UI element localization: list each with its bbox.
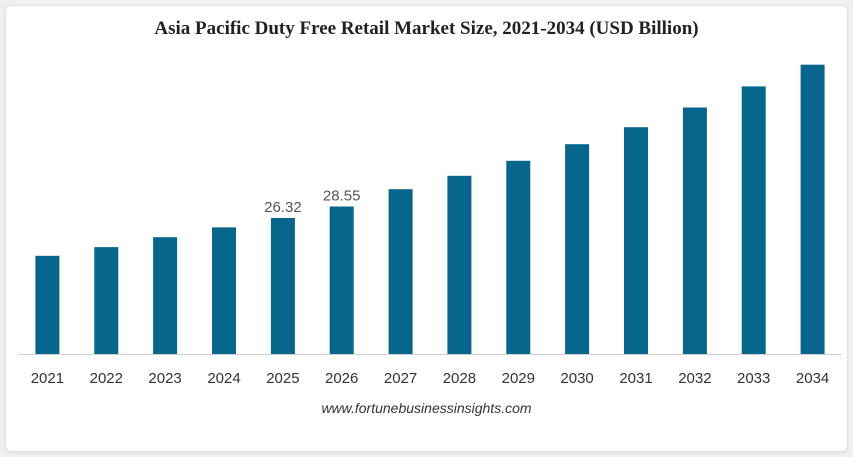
bar-2028 xyxy=(447,175,472,355)
x-tick-2029: 2029 xyxy=(502,370,535,387)
x-tick-2021: 2021 xyxy=(31,370,64,387)
bar-2031 xyxy=(624,127,648,354)
data-labels: 26.32 28.55 xyxy=(264,188,360,217)
bar-2022 xyxy=(94,247,119,355)
x-tick-2030: 2030 xyxy=(560,370,593,387)
bar-2021 xyxy=(35,255,60,354)
bar-2027 xyxy=(388,189,413,354)
data-label-2025: 26.32 xyxy=(264,199,302,216)
x-tick-labels: 2021 2022 2023 2024 2025 2026 2027 2028 2029 2030… xyxy=(31,370,830,387)
chart-card xyxy=(5,5,848,452)
source-credit: www.fortunebusinessinsights.com xyxy=(321,400,532,416)
x-tick-2033: 2033 xyxy=(737,370,770,387)
x-tick-2028: 2028 xyxy=(443,370,476,387)
bars-group xyxy=(35,64,825,355)
x-tick-2034: 2034 xyxy=(796,370,829,387)
bar-2024 xyxy=(212,227,236,354)
x-tick-2024: 2024 xyxy=(207,370,240,387)
bar-2023 xyxy=(153,237,178,354)
bar-2029 xyxy=(506,160,531,354)
chart-title: Asia Pacific Duty Free Retail Market Siz… xyxy=(154,18,699,39)
bar-2025 xyxy=(270,218,295,354)
x-tick-2032: 2032 xyxy=(678,370,711,387)
x-tick-2031: 2031 xyxy=(619,370,652,387)
data-label-2026: 28.55 xyxy=(323,188,361,205)
x-tick-2025: 2025 xyxy=(266,370,299,387)
x-tick-2023: 2023 xyxy=(148,370,181,387)
bar-2034 xyxy=(800,64,825,354)
bar-2032 xyxy=(682,107,707,354)
x-tick-2026: 2026 xyxy=(325,370,358,387)
x-tick-2027: 2027 xyxy=(384,370,417,387)
bar-2033 xyxy=(741,86,766,355)
bar-2030 xyxy=(565,144,590,354)
x-tick-2022: 2022 xyxy=(90,370,123,387)
bar-2026 xyxy=(329,206,354,354)
